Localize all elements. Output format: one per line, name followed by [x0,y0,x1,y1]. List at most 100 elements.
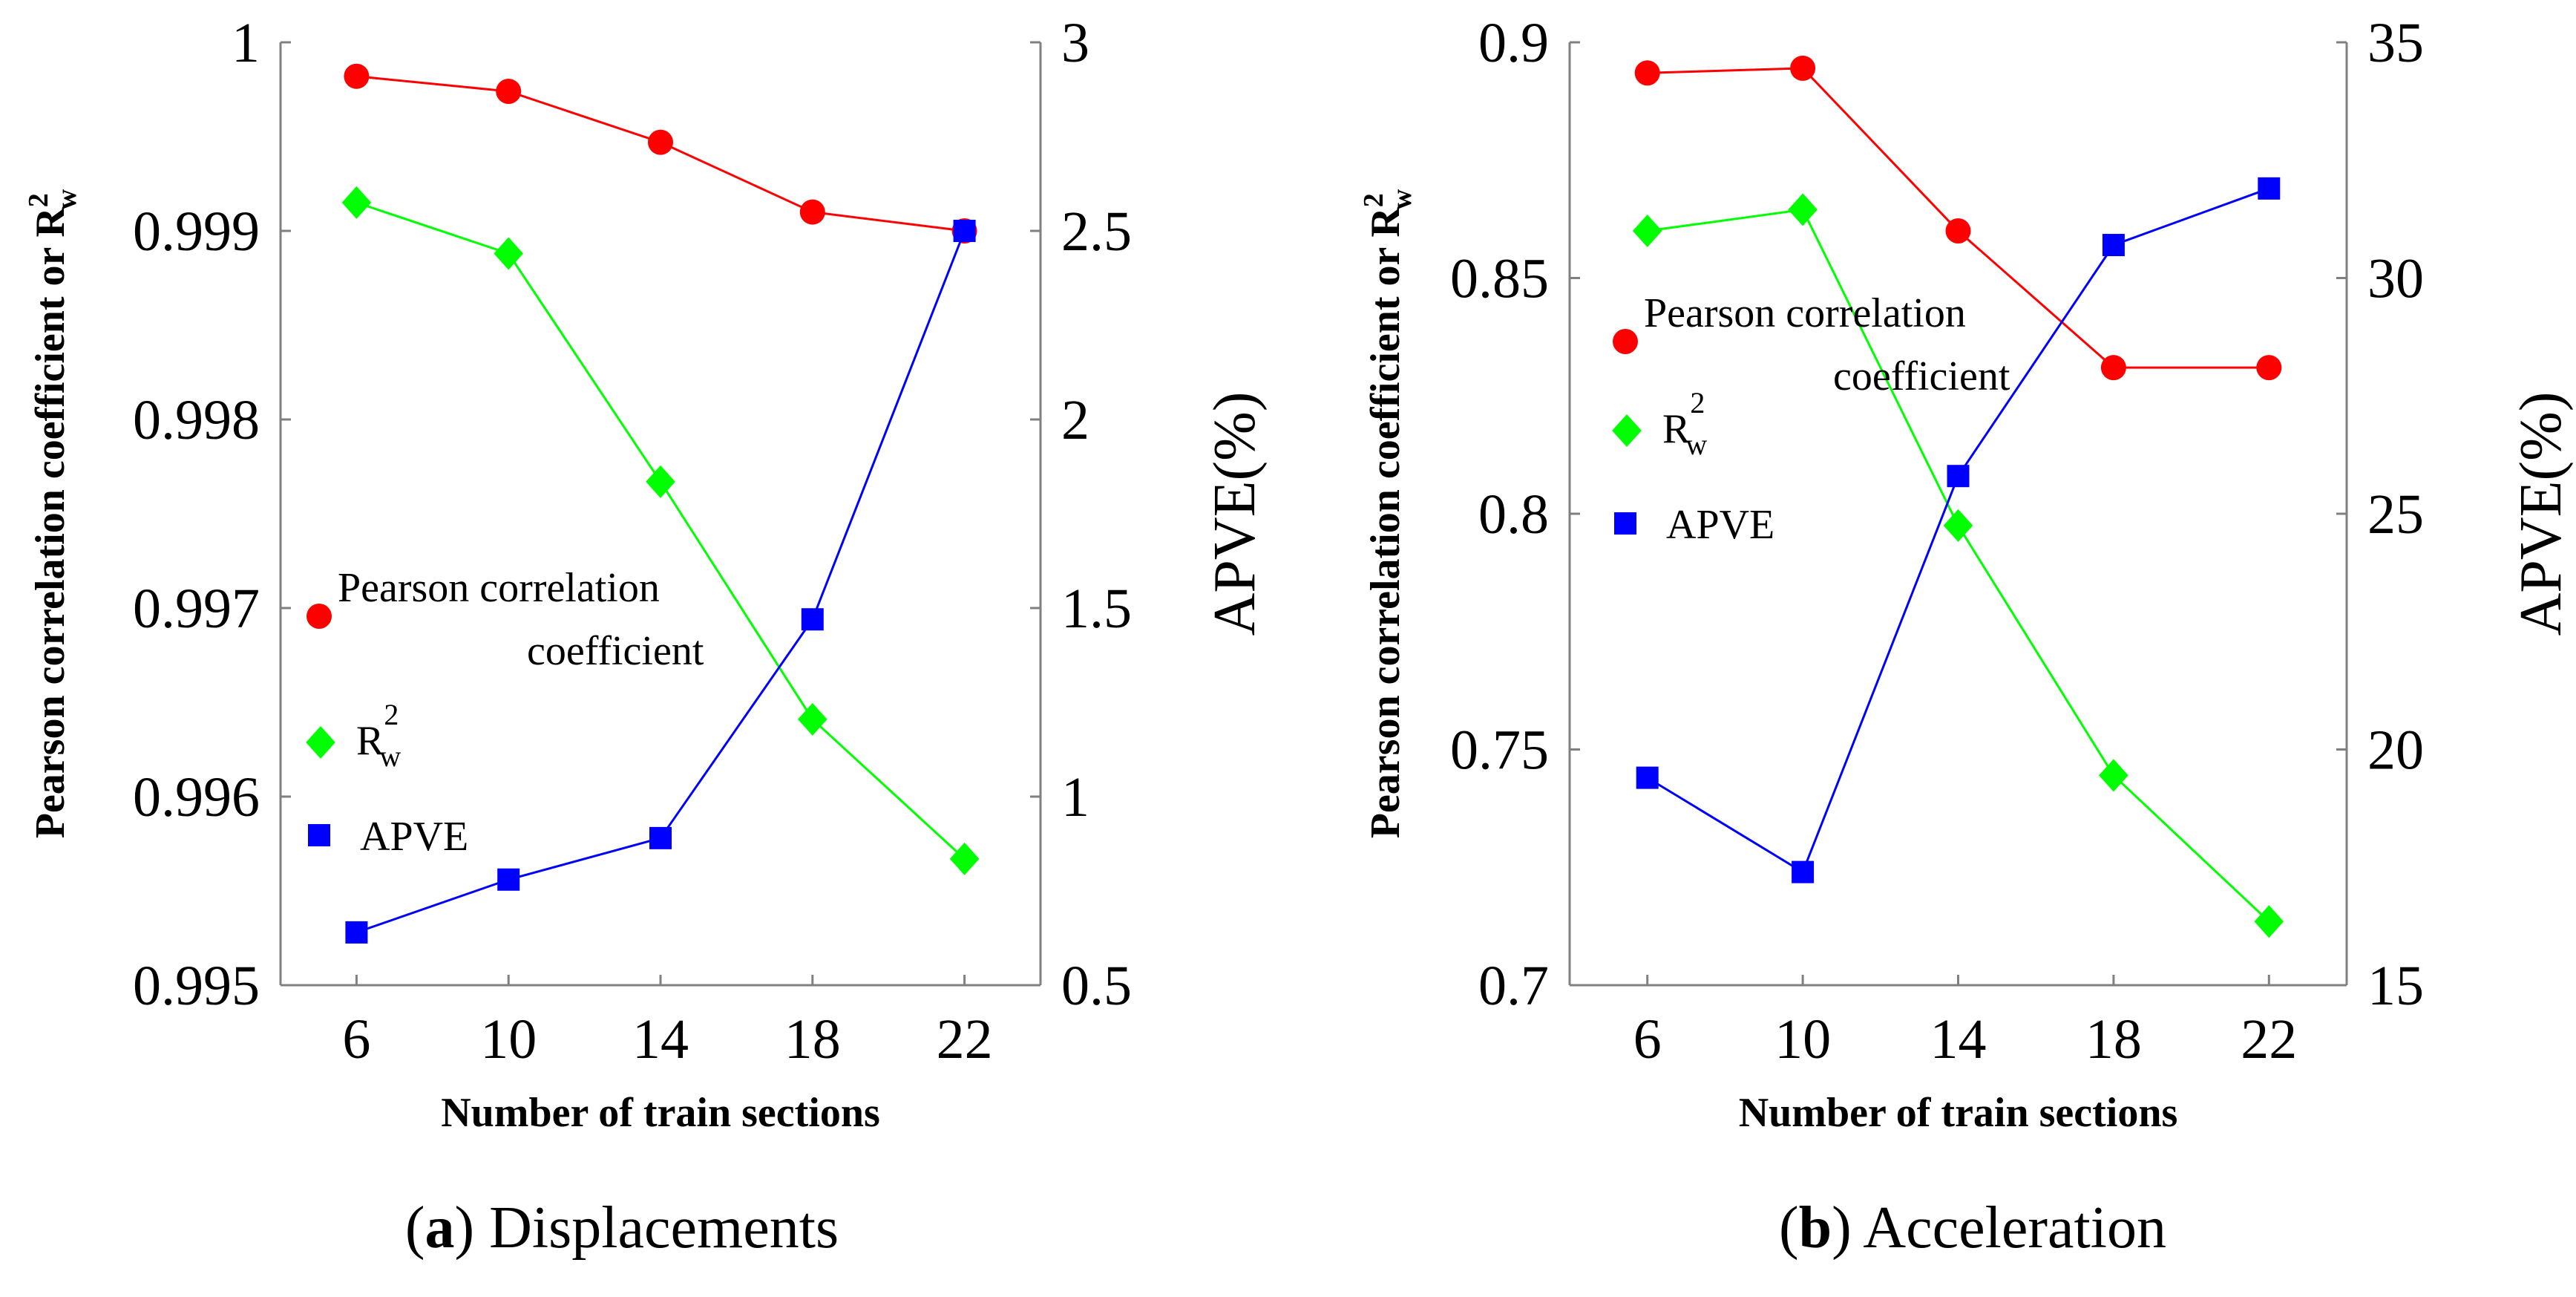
y-left-axis-label: Pearson correlation coefficient or R2w [23,189,82,838]
y-left-tick-label: 0.8 [1478,483,1549,546]
caption-close-paren: ) [455,1195,475,1261]
x-tick-label: 6 [342,1008,370,1071]
marker-square [1947,465,1970,488]
marker-diamond [1612,414,1642,447]
x-tick-label: 10 [1774,1008,1831,1071]
legend-r2-sup: 2 [384,698,399,731]
y-left-tick-label: 0.7 [1478,955,1549,1017]
y-left-axis-label: Pearson correlation coefficient or R2w [1358,189,1418,838]
y-left-axis-label-text: Pearson correlation coefficient or R [1363,207,1409,839]
caption-letter: b [1799,1195,1832,1261]
y-left-axis-label-sup: 2 [1358,193,1389,207]
legend-r2: R2 w [356,698,401,773]
legend-pearson-line1: Pearson correlation [1644,290,1966,336]
marker-square [649,826,672,849]
legend-r2: R2 w [1662,386,1707,461]
y-left-tick-label: 0.995 [133,955,260,1017]
y-right-tick-label: 1.5 [1061,578,1132,640]
x-tick-label: 10 [480,1008,537,1071]
marker-diamond [1632,215,1662,247]
marker-diamond [1788,193,1818,226]
marker-square [953,220,976,242]
x-tick-label: 14 [632,1008,689,1071]
marker-diamond [306,726,335,759]
marker-square [1792,860,1815,883]
marker-circle [1613,329,1638,354]
marker-circle [1945,218,1971,244]
y-left-tick-label: 0.999 [133,200,260,263]
x-tick-label: 18 [784,1008,841,1071]
caption-letter: a [425,1195,455,1261]
marker-circle [648,129,673,155]
marker-square [308,824,330,846]
caption-text: Displacements [474,1195,839,1261]
legend-pearson-line2: coefficient [527,628,704,674]
marker-diamond [2099,759,2128,792]
y-left-axis-label-sub: w [1386,189,1418,209]
marker-diamond [798,702,827,736]
y-right-axis-label: APVE(%) [1202,392,1268,636]
marker-square [2102,234,2125,257]
caption-open-paren: ( [405,1195,425,1261]
y-right-tick-label: 25 [2367,483,2424,546]
y-right-tick-label: 30 [2367,248,2424,310]
marker-circle [2100,355,2126,381]
marker-square [497,868,520,891]
x-axis-label: Number of train sections [1739,1090,2178,1136]
marker-square [1614,512,1636,535]
x-tick-label: 22 [937,1008,993,1071]
x-axis-label: Number of train sections [441,1090,880,1136]
y-left-tick-label: 0.85 [1450,248,1549,310]
caption: (a) Displacements [405,1195,839,1261]
y-left-axis-label-sup: 2 [23,193,54,207]
marker-square [801,608,824,631]
legend-pearson-line2: coefficient [1833,353,2010,399]
legend-apve: APVE [1666,502,1774,548]
y-right-tick-label: 3 [1061,12,1089,74]
marker-circle [307,604,332,629]
caption-close-paren: ) [1832,1195,1852,1261]
y-right-tick-label: 2 [1061,389,1089,451]
series-line [355,201,966,860]
legend-apve: APVE [360,814,468,860]
marker-square [1636,766,1659,789]
x-tick-label: 6 [1633,1008,1662,1071]
chart-panel-a: 0.995 0.996 0.997 0.998 0.999 1 0.5 1 1.5 2 2.5 3 6 1… [23,12,1268,1261]
legend-r2-sup: 2 [1690,386,1705,419]
y-right-tick-label: 0.5 [1061,955,1132,1017]
marker-diamond [494,237,523,270]
y-right-tick-label: 1 [1061,766,1089,829]
y-left-tick-label: 0.9 [1478,12,1549,74]
y-right-axis-label: APVE(%) [2508,392,2574,636]
y-right-tick-label: 20 [2367,719,2424,782]
marker-circle [2256,355,2282,381]
caption-text: Acceleration [1852,1195,2166,1261]
marker-circle [799,199,825,225]
marker-diamond [646,465,675,498]
x-tick-label: 18 [2085,1008,2142,1071]
marker-circle [1634,60,1660,86]
marker-circle [344,63,370,89]
legend-r2-base: R [356,718,384,764]
y-left-axis-label-text: Pearson correlation coefficient or R [27,207,73,839]
marker-diamond [949,842,980,875]
x-tick-label: 22 [2241,1008,2297,1071]
caption-open-paren: ( [1779,1195,1799,1261]
y-left-tick-label: 1 [232,12,260,74]
marker-diamond [2254,905,2284,938]
y-left-tick-label: 0.75 [1450,719,1549,782]
y-left-tick-label: 0.998 [133,389,260,451]
marker-square [2258,177,2281,200]
legend: Pearson correlation coefficient R2 w APVE [306,565,704,860]
y-right-tick-label: 35 [2367,12,2424,74]
legend: Pearson correlation coefficient R2 w APVE [1612,290,2010,548]
y-right-tick-label: 15 [2367,955,2424,1017]
marker-diamond [1943,509,1973,542]
legend-r2-sub: w [379,739,401,773]
legend-r2-base: R [1662,406,1691,452]
legend-pearson-line1: Pearson correlation [338,565,660,611]
y-left-tick-label: 0.996 [133,766,260,829]
caption: (b) Acceleration [1779,1195,2166,1261]
marker-diamond [341,186,372,219]
